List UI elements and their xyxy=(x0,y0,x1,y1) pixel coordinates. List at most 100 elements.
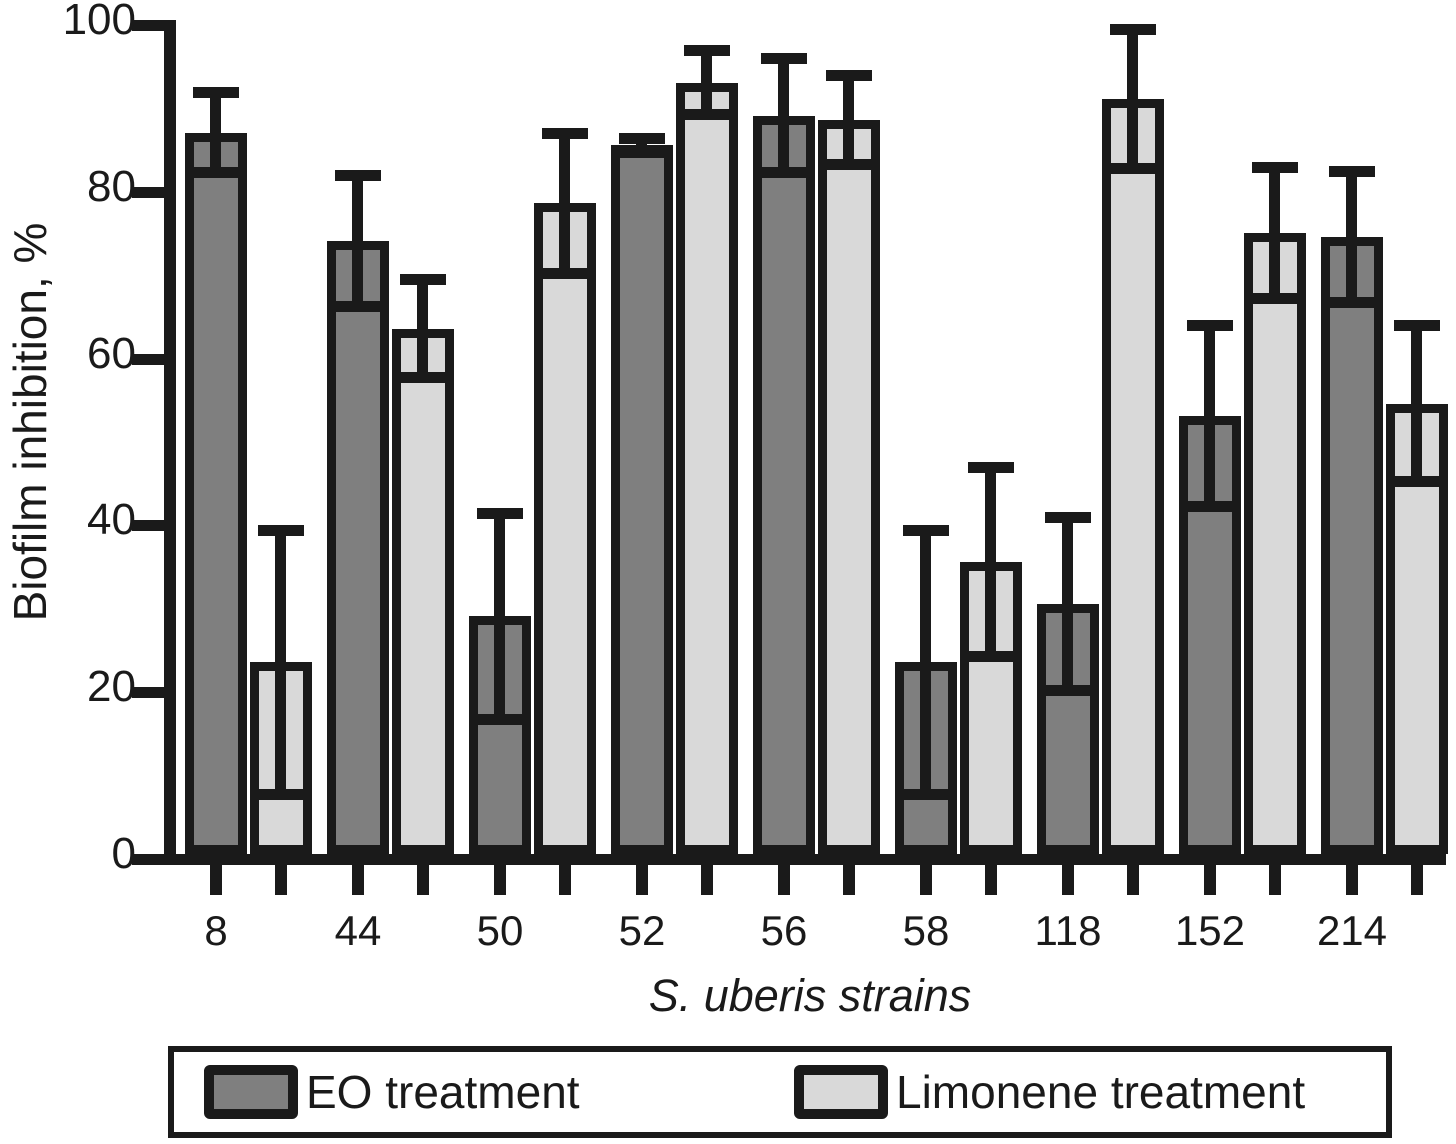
y-tick xyxy=(132,20,176,31)
legend-label-eo: EO treatment xyxy=(306,1066,580,1118)
error-bar-cap-bottom xyxy=(1110,163,1156,175)
error-bar-cap-bottom xyxy=(400,371,446,383)
error-bar-cap-bottom xyxy=(1329,296,1375,308)
error-bar-cap-top xyxy=(400,274,446,286)
bar-limonene-56 xyxy=(818,120,880,854)
error-bar-cap-top xyxy=(1110,24,1156,36)
error-bar-cap-bottom xyxy=(335,300,381,312)
bar-eo-8 xyxy=(185,132,247,854)
error-bar-cap-top xyxy=(619,132,665,144)
error-bar-cap-top xyxy=(1045,512,1091,524)
error-bar-cap-top xyxy=(335,170,381,182)
bar-eo-214 xyxy=(1321,236,1383,854)
legend-label-limonene: Limonene treatment xyxy=(896,1066,1306,1118)
error-bar xyxy=(1204,320,1215,513)
error-bar-cap-top xyxy=(258,524,304,536)
x-tick xyxy=(275,865,287,895)
plot-area: 0 20 40 60 80 100 8 44 50 52 56 58 118 152 214 xyxy=(63,0,1448,954)
x-tick xyxy=(636,865,648,895)
error-bar xyxy=(843,70,854,171)
x-tick xyxy=(920,865,932,895)
error-bar-cap-bottom xyxy=(903,788,949,800)
y-axis-title: Biofilm inhibition, % xyxy=(4,222,56,622)
error-bar-cap-top xyxy=(477,507,523,519)
x-category-label: 8 xyxy=(204,907,228,954)
x-tick xyxy=(1411,865,1423,895)
error-bar-cap-bottom xyxy=(968,651,1014,663)
x-tick xyxy=(210,865,222,895)
x-category-label: 50 xyxy=(476,907,524,954)
x-tick xyxy=(843,865,855,895)
bar-eo-44 xyxy=(327,241,389,854)
error-bar-cap-top xyxy=(903,524,949,536)
y-tick-label: 60 xyxy=(87,328,136,378)
error-bar-cap-top xyxy=(542,128,588,140)
error-bar xyxy=(985,462,996,663)
y-tick-label: 40 xyxy=(87,495,136,545)
y-tick xyxy=(132,854,176,865)
x-tick xyxy=(417,865,429,895)
legend: EO treatment Limonene treatment xyxy=(168,1046,1392,1138)
error-bar-cap-bottom xyxy=(1252,292,1298,304)
x-category-label: 214 xyxy=(1316,907,1388,954)
x-tick xyxy=(778,865,790,895)
bar-limonene-118 xyxy=(1102,99,1164,854)
error-bar xyxy=(636,132,647,158)
error-bar-cap-top xyxy=(1252,161,1298,173)
error-bar xyxy=(701,45,712,121)
error-bar-cap-bottom xyxy=(826,159,872,171)
error-bar xyxy=(778,53,789,179)
x-category-label: 52 xyxy=(618,907,666,954)
x-tick xyxy=(985,865,997,895)
error-bar xyxy=(1346,165,1357,308)
error-bar-cap-top xyxy=(1394,320,1440,332)
error-bar-cap-bottom xyxy=(1045,684,1091,696)
bar-eo-56 xyxy=(753,115,815,854)
x-axis-title: S. uberis strains xyxy=(648,970,972,1021)
error-bar-cap-bottom xyxy=(258,788,304,800)
bar-eo-118 xyxy=(1037,603,1099,854)
y-tick xyxy=(132,687,176,699)
x-tick xyxy=(1062,865,1074,895)
x-category-label: 44 xyxy=(334,907,382,954)
x-category-label: 118 xyxy=(1034,907,1102,954)
error-bar xyxy=(559,128,570,279)
y-tick xyxy=(132,353,176,365)
x-tick xyxy=(559,865,571,895)
error-bar xyxy=(494,507,505,725)
legend-item-limonene: Limonene treatment xyxy=(794,1052,1305,1132)
error-bar-cap-top xyxy=(826,70,872,82)
y-tick-label: 20 xyxy=(87,662,136,712)
error-bar-cap-bottom xyxy=(1394,476,1440,488)
x-category-label: 56 xyxy=(760,907,808,954)
error-bar-cap-bottom xyxy=(542,267,588,279)
error-bar-cap-bottom xyxy=(619,146,665,158)
error-bar-cap-bottom xyxy=(477,713,523,725)
error-bar-cap-bottom xyxy=(761,167,807,179)
x-tick xyxy=(701,865,713,895)
error-bar-cap-top xyxy=(761,53,807,65)
eo-treatment-swatch xyxy=(204,1065,298,1119)
y-tick-label: 100 xyxy=(62,0,136,44)
bar-eo-52 xyxy=(611,145,673,854)
error-bar-cap-top xyxy=(1187,320,1233,332)
error-bar-cap-top xyxy=(968,462,1014,474)
x-tick xyxy=(1346,865,1358,895)
x-tick xyxy=(352,865,364,895)
x-category-label: 58 xyxy=(902,907,950,954)
bar-limonene-52 xyxy=(676,82,738,854)
error-bar-cap-top xyxy=(684,45,730,57)
error-bar-cap-bottom xyxy=(193,167,239,179)
x-tick xyxy=(1269,865,1281,895)
error-bar-cap-bottom xyxy=(684,109,730,121)
error-bar xyxy=(352,170,363,312)
x-tick xyxy=(1127,865,1139,895)
error-bar-cap-top xyxy=(193,86,239,98)
bar-limonene-152 xyxy=(1244,232,1306,854)
error-bar xyxy=(417,274,428,383)
error-bar-cap-top xyxy=(1329,165,1375,177)
y-tick xyxy=(132,520,176,532)
error-bar-cap-bottom xyxy=(1187,501,1233,513)
error-bar xyxy=(1269,161,1280,304)
